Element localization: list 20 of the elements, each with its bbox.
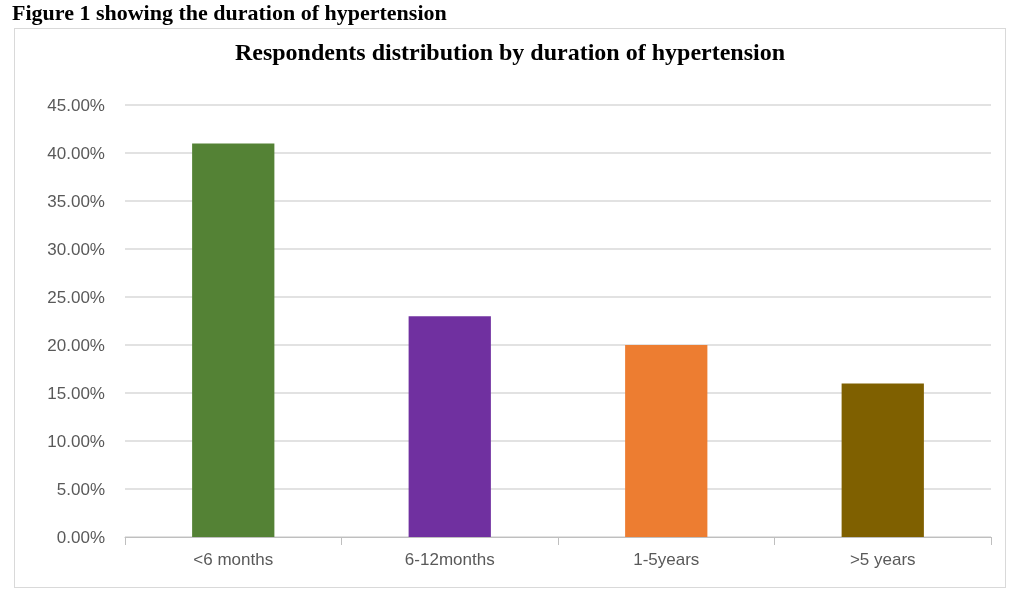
y-tick-label: 40.00% [47,143,105,163]
y-tick-label: 20.00% [47,335,105,355]
bar [841,383,924,537]
bar [625,345,708,537]
bar [192,143,275,537]
bar [408,316,491,537]
y-tick-label: 10.00% [47,431,105,451]
y-tick-label: 45.00% [47,95,105,115]
caption: Figure 1 showing the duration of hypertension [12,0,451,26]
y-tick-label: 35.00% [47,191,105,211]
y-tick-label: 30.00% [47,239,105,259]
x-tick-label: 6-12months [404,550,495,569]
chart-title: Respondents distribution by duration of hypertension [234,39,786,65]
x-tick-label: >5 years [849,550,916,569]
y-tick-label: 5.00% [56,479,105,499]
y-tick-label: 0.00% [56,527,105,547]
x-tick-label: 1-5years [633,550,700,569]
y-tick-label: 15.00% [47,383,105,403]
x-tick-label: <6 months [193,550,274,569]
y-tick-label: 25.00% [47,287,105,307]
